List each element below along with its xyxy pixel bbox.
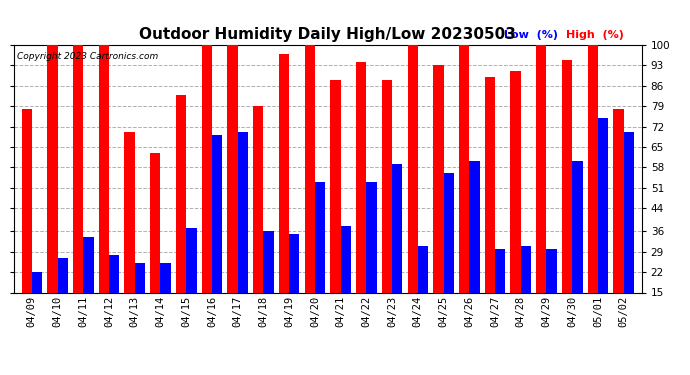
Bar xyxy=(392,164,402,336)
Bar xyxy=(624,132,634,336)
Text: High  (%): High (%) xyxy=(566,30,624,40)
Bar xyxy=(32,272,42,336)
Bar xyxy=(418,246,428,336)
Bar xyxy=(264,231,274,336)
Bar xyxy=(536,45,546,336)
Bar xyxy=(21,109,32,336)
Bar xyxy=(444,173,454,336)
Bar xyxy=(237,132,248,336)
Bar xyxy=(304,45,315,336)
Bar xyxy=(201,45,212,336)
Bar xyxy=(47,45,57,336)
Bar xyxy=(495,249,505,336)
Bar xyxy=(572,162,582,336)
Bar xyxy=(99,45,109,336)
Bar xyxy=(315,182,325,336)
Bar xyxy=(511,71,521,336)
Text: Copyright 2023 Cartronics.com: Copyright 2023 Cartronics.com xyxy=(17,53,158,62)
Bar xyxy=(135,263,145,336)
Bar xyxy=(150,153,161,336)
Bar xyxy=(562,60,572,336)
Bar xyxy=(485,77,495,336)
Bar xyxy=(459,45,469,336)
Bar xyxy=(331,80,341,336)
Bar xyxy=(546,249,557,336)
Bar xyxy=(289,234,299,336)
Bar xyxy=(366,182,377,336)
Bar xyxy=(83,237,94,336)
Bar xyxy=(433,65,444,336)
Bar xyxy=(588,45,598,336)
Bar xyxy=(57,258,68,336)
Bar xyxy=(228,45,237,336)
Bar xyxy=(212,135,222,336)
Bar xyxy=(341,225,351,336)
Bar xyxy=(598,118,609,336)
Bar xyxy=(161,263,171,336)
Bar xyxy=(613,109,624,336)
Bar xyxy=(186,228,197,336)
Bar xyxy=(382,80,392,336)
Bar xyxy=(356,63,366,336)
Bar xyxy=(124,132,135,336)
Bar xyxy=(279,54,289,336)
Bar xyxy=(469,162,480,336)
Text: Low  (%): Low (%) xyxy=(504,30,558,40)
Bar xyxy=(176,94,186,336)
Bar xyxy=(109,255,119,336)
Title: Outdoor Humidity Daily High/Low 20230503: Outdoor Humidity Daily High/Low 20230503 xyxy=(139,27,516,42)
Bar xyxy=(73,45,83,336)
Bar xyxy=(408,45,418,336)
Bar xyxy=(521,246,531,336)
Bar xyxy=(253,106,264,336)
